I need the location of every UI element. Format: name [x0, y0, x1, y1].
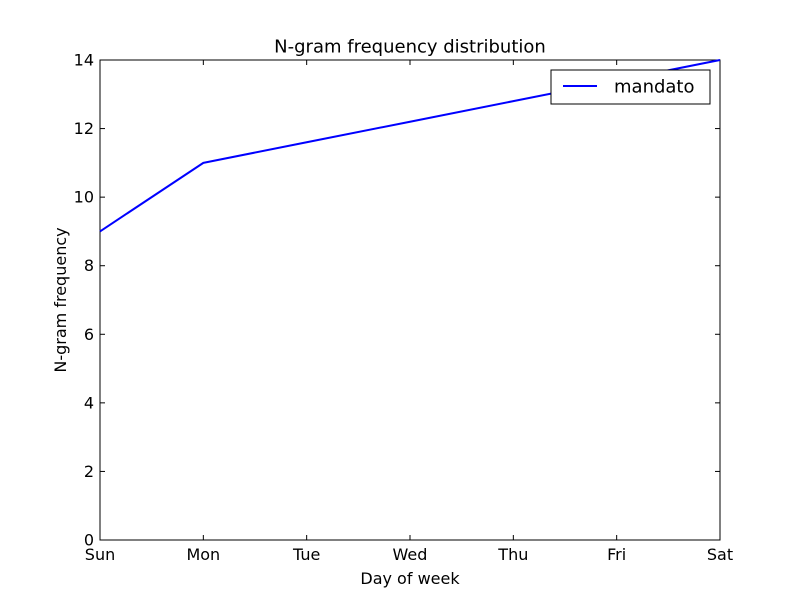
y-tick-label: 4	[84, 393, 94, 412]
y-tick-label: 0	[84, 531, 94, 550]
y-tick-label: 10	[74, 188, 94, 207]
x-tick-label: Sat	[707, 545, 733, 564]
x-tick-label: Fri	[607, 545, 626, 564]
plot-frame	[100, 60, 720, 540]
y-tick-label: 8	[84, 256, 94, 275]
y-tick-label: 14	[74, 51, 94, 70]
x-tick-label: Thu	[497, 545, 528, 564]
x-tick-label: Mon	[186, 545, 220, 564]
x-axis-label: Day of week	[360, 569, 460, 588]
x-tick-label: Wed	[393, 545, 428, 564]
y-tick-label: 6	[84, 325, 94, 344]
y-tick-label: 2	[84, 462, 94, 481]
legend-label: mandato	[614, 77, 695, 98]
y-axis-label: N-gram frequency	[51, 227, 70, 372]
legend: mandato	[551, 70, 710, 104]
x-tick-label: Tue	[292, 545, 320, 564]
y-tick-label: 12	[74, 119, 94, 138]
chart-title: N-gram frequency distribution	[274, 37, 546, 58]
